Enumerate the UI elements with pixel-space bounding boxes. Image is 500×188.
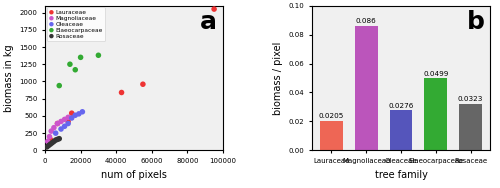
- Rosaceae: [44, 144, 52, 147]
- Magnoliaceae: [60, 118, 68, 121]
- Rosaceae: [54, 138, 62, 141]
- Bar: [320, 121, 342, 150]
- Text: 0.086: 0.086: [356, 18, 376, 24]
- Lauraceae: [46, 138, 54, 141]
- Lauraceae: [118, 91, 126, 94]
- Rosaceae: [55, 137, 63, 140]
- Magnoliaceae: [64, 116, 72, 119]
- Elaeocarpaceae: [94, 54, 102, 57]
- Oleaceae: [52, 132, 60, 135]
- Magnoliaceae: [46, 135, 54, 138]
- Oleaceae: [60, 125, 68, 128]
- Magnoliaceae: [44, 140, 52, 143]
- Oleaceae: [72, 114, 80, 117]
- Magnoliaceae: [47, 130, 55, 133]
- Text: 0.0323: 0.0323: [458, 96, 483, 102]
- Oleaceae: [75, 112, 83, 115]
- Rosaceae: [52, 139, 60, 142]
- Elaeocarpaceae: [72, 68, 80, 71]
- Bar: [355, 26, 378, 150]
- Legend: Lauraceae, Magnoliaceae, Oleaceae, Elaeocarpaceae, Rosaceae: Lauraceae, Magnoliaceae, Oleaceae, Elaeo…: [47, 7, 105, 41]
- Y-axis label: biomass in kg: biomass in kg: [4, 44, 14, 112]
- Oleaceae: [57, 127, 65, 130]
- Text: b: b: [467, 10, 484, 34]
- Elaeocarpaceae: [76, 56, 84, 59]
- Bar: [390, 110, 412, 150]
- Rosaceae: [48, 141, 56, 144]
- Y-axis label: biomass / pixel: biomass / pixel: [273, 41, 283, 115]
- Lauraceae: [139, 83, 147, 86]
- Magnoliaceae: [54, 122, 62, 125]
- Rosaceae: [46, 143, 54, 146]
- Text: a: a: [200, 10, 217, 34]
- Elaeocarpaceae: [66, 63, 74, 66]
- Magnoliaceae: [50, 126, 58, 129]
- Lauraceae: [68, 112, 76, 115]
- X-axis label: num of pixels: num of pixels: [101, 170, 167, 180]
- Oleaceae: [64, 122, 72, 125]
- X-axis label: tree family: tree family: [374, 170, 428, 180]
- Bar: [460, 104, 482, 150]
- Lauraceae: [54, 122, 62, 125]
- Lauraceae: [64, 120, 72, 123]
- Elaeocarpaceae: [55, 84, 63, 87]
- Bar: [424, 78, 447, 150]
- Rosaceae: [50, 140, 58, 143]
- Lauraceae: [210, 8, 218, 11]
- Oleaceae: [68, 117, 76, 120]
- Text: 0.0499: 0.0499: [423, 71, 448, 77]
- Text: 0.0205: 0.0205: [318, 113, 344, 119]
- Magnoliaceae: [57, 120, 65, 123]
- Text: 0.0276: 0.0276: [388, 103, 413, 109]
- Rosaceae: [43, 146, 51, 149]
- Oleaceae: [78, 110, 86, 113]
